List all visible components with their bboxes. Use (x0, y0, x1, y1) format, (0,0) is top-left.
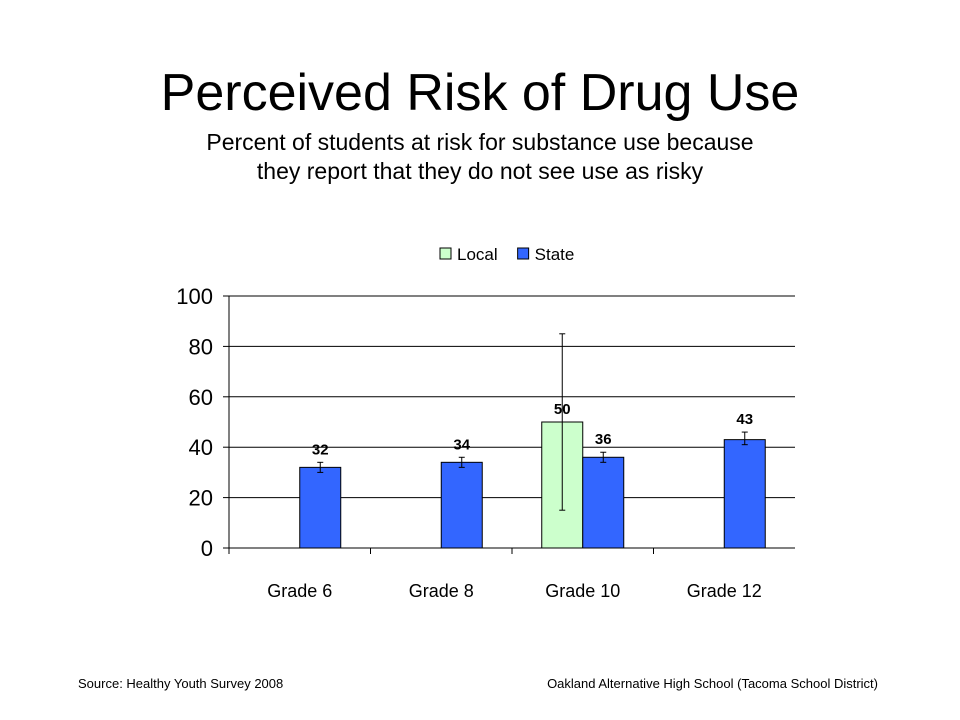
x-tick-label: Grade 8 (409, 581, 474, 601)
data-label: 43 (736, 411, 753, 428)
data-label: 32 (312, 441, 329, 458)
y-tick-label: 60 (189, 385, 213, 410)
y-tick-label: 100 (176, 284, 213, 309)
y-tick-label: 80 (189, 334, 213, 359)
chart-subtitle: Percent of students at risk for substanc… (0, 128, 960, 186)
school-note: Oakland Alternative High School (Tacoma … (547, 676, 878, 691)
bar-state (299, 466, 342, 549)
legend-swatch-state (517, 247, 530, 260)
x-tick-label: Grade 6 (267, 581, 332, 601)
legend-swatch-local (439, 247, 452, 260)
bar-state (723, 439, 766, 549)
data-label: 50 (554, 401, 571, 418)
source-note: Source: Healthy Youth Survey 2008 (78, 676, 284, 691)
x-tick-label: Grade 10 (545, 581, 620, 601)
data-label: 34 (453, 436, 470, 453)
chart-title: Perceived Risk of Drug Use (160, 64, 800, 122)
legend-label-local: Local (457, 245, 498, 264)
bar-state (582, 456, 625, 549)
subtitle-line-1: Percent of students at risk for substanc… (206, 129, 754, 155)
legend-label-state: State (535, 245, 575, 264)
data-label: 36 (595, 431, 612, 448)
bar-chart: 0 20 40 60 80 100 Grade 6 32 Grade 8 34 Grade 10 50… (176, 245, 795, 601)
x-tick-label: Grade 12 (687, 581, 762, 601)
subtitle-line-2: they report that they do not see use as … (256, 158, 704, 184)
bar-state (440, 461, 483, 549)
y-tick-label: 0 (201, 536, 213, 561)
y-tick-label: 40 (189, 435, 213, 460)
y-tick-label: 20 (189, 486, 213, 511)
